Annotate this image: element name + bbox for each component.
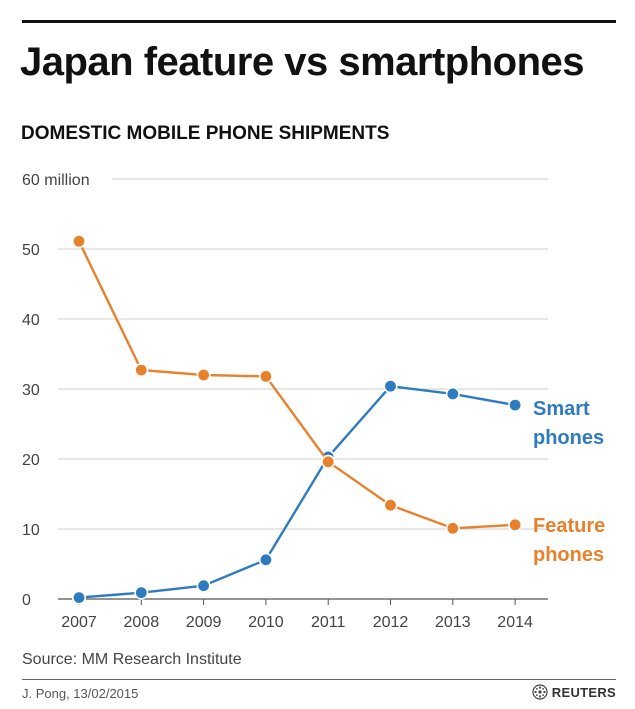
series-label: phones (533, 427, 604, 449)
gridlines (58, 178, 548, 600)
series-line (77, 240, 516, 530)
x-tick-label: 2009 (186, 614, 222, 631)
data-point (72, 234, 87, 249)
y-tick-label: 0 (22, 592, 31, 609)
x-tick-label: 2012 (373, 614, 409, 631)
data-point (196, 367, 211, 382)
y-tick-label: 40 (22, 312, 40, 329)
data-point (508, 398, 523, 413)
top-rule (22, 20, 616, 23)
series-label: phones (533, 544, 604, 566)
series-line (78, 385, 516, 599)
x-tick-label: 2011 (311, 614, 346, 631)
data-point (258, 369, 273, 384)
x-tick-label: 2008 (124, 614, 160, 631)
data-point (383, 498, 398, 513)
source-note: Source: MM Research Institute (22, 651, 242, 668)
data-point (508, 517, 523, 532)
data-point (321, 454, 336, 469)
y-tick-label: 10 (22, 522, 40, 539)
series-labels: Smart phones Feature phones (533, 398, 605, 566)
data-point (134, 363, 149, 378)
x-axis-ticks: 2007 2008 2009 2010 2011 2012 2013 2014 (61, 599, 533, 631)
series-layer (72, 234, 523, 605)
series-feature-phones (72, 234, 523, 536)
series-label: Smart (533, 398, 590, 420)
data-point (72, 590, 87, 605)
x-tick-label: 2007 (61, 614, 97, 631)
brand-name: REUTERS (551, 684, 616, 700)
chart-title: Japan feature vs smartphones (20, 40, 585, 84)
bottom-rule (22, 679, 616, 680)
x-tick-label: 2013 (435, 614, 471, 631)
y-axis-ticks: 0 10 20 30 40 50 60 million (22, 172, 90, 609)
x-tick-label: 2010 (248, 614, 284, 631)
data-point (445, 521, 460, 536)
data-point (196, 578, 211, 593)
reuters-mark-icon (532, 684, 548, 700)
series-smartphones (72, 379, 523, 605)
y-tick-label: 50 (22, 242, 40, 259)
y-tick-label: 30 (22, 382, 40, 399)
y-tick-label: 60 million (22, 172, 90, 189)
data-point (383, 379, 398, 394)
data-point (258, 552, 273, 567)
chart-subtitle: DOMESTIC MOBILE PHONE SHIPMENTS (21, 123, 390, 144)
author-credit: J. Pong, 13/02/2015 (22, 686, 139, 701)
y-tick-label: 20 (22, 452, 40, 469)
series-label: Feature (533, 515, 605, 537)
reuters-logo: REUTERS (532, 684, 616, 700)
data-point (445, 386, 460, 401)
x-tick-label: 2014 (497, 614, 533, 631)
data-point (134, 585, 149, 600)
